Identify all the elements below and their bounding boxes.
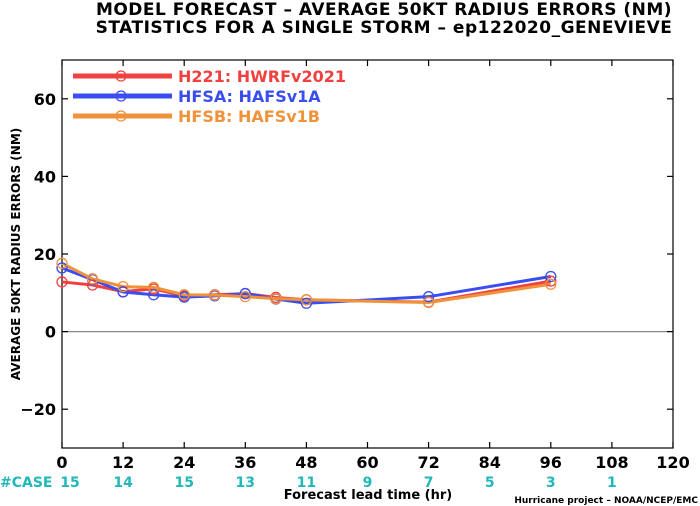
x-tick-label: 24 — [173, 453, 195, 472]
x-tick-label: 96 — [540, 453, 562, 472]
chart-subtitle: STATISTICS FOR A SINGLE STORM – ep122020… — [95, 18, 673, 38]
series-point-3 — [178, 289, 190, 301]
case-count: 1 — [607, 475, 617, 491]
series-point-3 — [56, 257, 68, 269]
series-point-2 — [239, 287, 251, 300]
case-count: 15 — [174, 475, 193, 491]
case-count: 13 — [236, 475, 255, 491]
x-tick-label: 120 — [656, 453, 689, 472]
series-point-1 — [86, 279, 99, 291]
case-count: 5 — [485, 475, 495, 491]
y-tick-label: 40 — [34, 167, 56, 186]
y-tick-label: 20 — [34, 245, 56, 264]
series-point-2 — [422, 291, 435, 303]
series-point-3 — [117, 280, 129, 293]
series-point-3 — [270, 292, 282, 305]
legend-marker — [115, 90, 127, 102]
series-point-1 — [545, 275, 557, 287]
series-point-2 — [300, 297, 313, 309]
legend-label: HFSB: HAFSv1B — [178, 107, 320, 126]
chart-title: MODEL FORECAST – AVERAGE 50KT RADIUS ERR… — [95, 0, 673, 20]
legend-marker — [115, 70, 127, 82]
series-point-2 — [147, 289, 160, 301]
case-count: 9 — [363, 475, 373, 491]
series-point-3 — [239, 291, 251, 303]
x-tick-label: 36 — [234, 453, 256, 472]
series-point-2 — [545, 270, 557, 283]
series-point-3 — [86, 273, 99, 285]
series-point-2 — [56, 262, 68, 274]
y-tick-label: −20 — [20, 400, 56, 419]
y-axis-label: AVERAGE 50KT RADIUS ERRORS (NM) — [9, 128, 23, 380]
series-point-3 — [300, 294, 313, 306]
legend-label: H221: HWRFv2021 — [178, 67, 346, 86]
x-tick-label: 84 — [479, 453, 501, 472]
x-tick-label: 12 — [112, 453, 134, 472]
series-point-2 — [117, 286, 129, 298]
x-tick-label: 108 — [595, 453, 628, 472]
case-count: 15 — [60, 475, 79, 491]
case-count: 7 — [424, 475, 434, 491]
series-line-3 — [61, 261, 552, 304]
series-point-3 — [147, 281, 160, 294]
x-tick-label: 48 — [295, 453, 317, 472]
case-label: #CASE — [0, 475, 53, 491]
series-point-3 — [545, 278, 557, 290]
y-tick-label: 0 — [45, 323, 56, 342]
series-point-3 — [422, 296, 435, 309]
x-axis-label: Forecast lead time (hr) — [284, 488, 452, 503]
case-count: 3 — [546, 475, 556, 491]
legend-marker — [115, 110, 127, 122]
case-count: 14 — [113, 475, 133, 491]
x-tick-label: 60 — [356, 453, 378, 472]
y-tick-label: 60 — [34, 90, 56, 109]
legend-label: HFSA: HAFSv1A — [178, 87, 321, 106]
credit-text: Hurricane project – NOAA/NCEP/EMC — [514, 496, 698, 506]
case-count: 11 — [297, 475, 316, 491]
series-point-1 — [56, 276, 68, 288]
x-tick-label: 0 — [56, 453, 67, 472]
x-tick-label: 72 — [417, 453, 439, 472]
series-point-3 — [209, 289, 221, 301]
